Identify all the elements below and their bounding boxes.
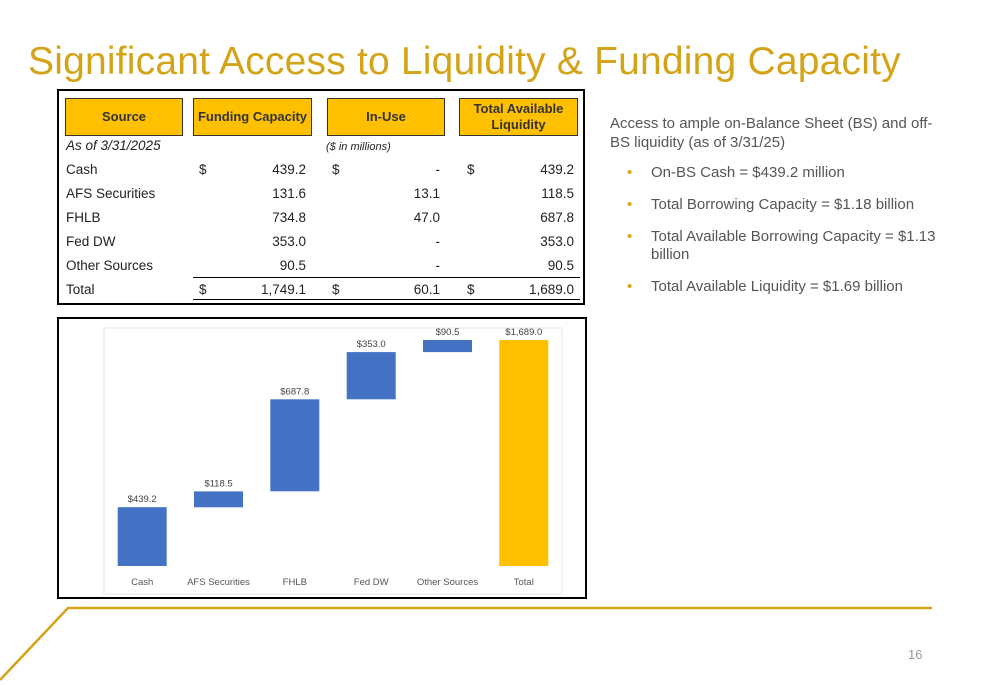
bullet-dot-icon: • [627,278,633,295]
category-tick-label: AFS Securities [187,577,250,588]
header-funding-capacity: Funding Capacity [193,98,312,136]
category-tick-label: FHLB [283,577,307,588]
as-of-date: As of 3/31/2025 [66,138,161,153]
commentary-bullets: • On-BS Cash = $439.2 million • Total Borro… [624,164,944,310]
category-tick-label: Total [514,577,534,588]
data-label: $118.5 [204,478,232,489]
table-cell-available: 1,689.0 [528,282,574,297]
data-label: $687.8 [280,386,309,397]
slide-title: Significant Access to Liquidity & Fundin… [28,40,901,83]
waterfall-bar [194,491,243,508]
table-cell-available: 687.8 [540,210,574,225]
waterfall-bar [423,340,472,353]
table-cell-cur3: $ [467,162,475,177]
category-tick-label: Fed DW [354,577,389,588]
table-cell-available: 118.5 [541,186,574,201]
plot-area [103,327,563,595]
bullet-dot-icon: • [627,196,633,213]
bullet-text: Total Available Borrowing Capacity = $1.… [651,228,936,263]
waterfall-chart: $439.2 Cash $118.5 AFS Securities $687.8 FHLB… [57,317,587,599]
table-cell-available: 353.0 [540,234,574,249]
table-cell-in-use: - [435,258,441,273]
commentary-bullet: • Total Available Liquidity = $1.69 billi… [624,278,944,296]
bullet-text: Total Borrowing Capacity = $1.18 billion [651,196,915,213]
table-cell-funding: 439.2 [272,162,306,177]
bullet-text: On-BS Cash = $439.2 million [651,164,845,181]
category-tick-label: Other Sources [417,577,478,588]
table-cell-funding: 131.6 [272,186,306,201]
commentary-bullet: • Total Borrowing Capacity = $1.18 billio… [624,196,944,214]
table-cell-source: Other Sources [66,258,154,273]
table-cell-cur3: $ [467,282,475,297]
category-tick-label: Cash [131,577,153,588]
table-cell-source: Total [66,282,95,297]
waterfall-bar [117,507,167,566]
commentary-bullet: • On-BS Cash = $439.2 million [624,164,944,182]
commentary-bullet: • Total Available Borrowing Capacity = $1… [624,228,944,264]
header-source: Source [65,98,183,136]
units-note: ($ in millions) [326,141,391,153]
table-cell-cur2: $ [332,162,340,177]
page-number: 16 [908,647,923,662]
table-cell-in-use: 47.0 [413,210,440,225]
header-in-use: In-Use [327,98,445,136]
data-label: $439.2 [128,494,157,505]
table-cell-source: Cash [66,162,98,177]
table-cell-source: FHLB [66,210,101,225]
waterfall-chart-svg: $439.2 Cash $118.5 AFS Securities $687.8 FHLB… [103,327,563,595]
bullet-dot-icon: • [627,228,633,245]
header-total-available: Total Available Liquidity [459,98,578,136]
data-label: $353.0 [357,339,386,350]
table-cell-in-use: - [435,162,441,177]
table-cell-available: 439.2 [540,162,574,177]
total-rule [193,277,580,278]
table-cell-funding: 734.8 [272,210,306,225]
waterfall-bar [270,399,320,492]
table-cell-funding: 1,749.1 [260,282,306,297]
total-underline [193,299,580,300]
table-cell-funding: 90.5 [279,258,306,273]
table-cell-source: AFS Securities [66,186,156,201]
waterfall-bar [499,340,549,566]
table-cell-available: 90.5 [547,258,574,273]
table-cell-in-use: 13.1 [413,186,440,201]
table-cell-cur1: $ [199,162,207,177]
table-cell-in-use: - [435,234,441,249]
table-cell-cur1: $ [199,282,207,297]
bullet-dot-icon: • [627,164,633,181]
table-cell-cur2: $ [332,282,340,297]
liquidity-table: Source Funding Capacity In-Use Total Ava… [57,89,585,305]
table-cell-source: Fed DW [66,234,116,249]
commentary-intro: Access to ample on-Balance Sheet (BS) an… [610,115,933,151]
data-label: $90.5 [436,327,460,338]
bullet-text: Total Available Liquidity = $1.69 billio… [651,278,903,295]
data-label: $1,689.0 [505,327,542,338]
table-cell-in-use: 60.1 [413,282,440,297]
waterfall-bar [346,352,396,400]
table-cell-funding: 353.0 [272,234,306,249]
